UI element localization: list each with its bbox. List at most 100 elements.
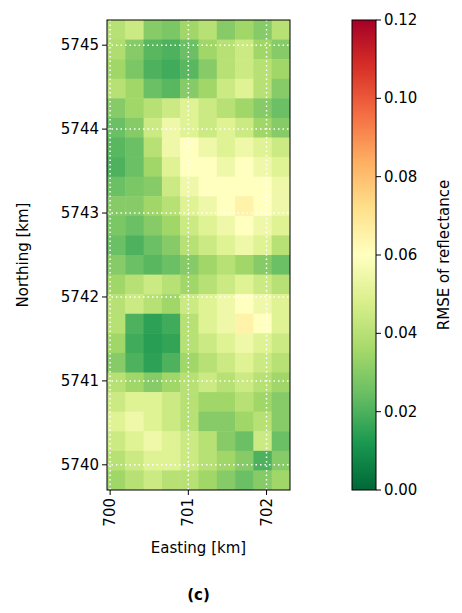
cell — [199, 40, 218, 60]
cell — [199, 157, 218, 177]
cell — [235, 216, 254, 236]
cell — [144, 157, 163, 177]
cell — [217, 98, 236, 118]
x-tick — [110, 490, 111, 495]
cell — [272, 79, 290, 99]
cell — [144, 470, 163, 490]
y-tick — [102, 296, 107, 297]
cell — [235, 431, 254, 451]
cell — [217, 333, 236, 353]
y-tick-label: 5740 — [61, 456, 99, 474]
cell — [180, 118, 199, 138]
cell — [199, 451, 218, 471]
cell — [125, 470, 144, 490]
cell — [253, 157, 272, 177]
cell — [199, 79, 218, 99]
cell — [144, 314, 163, 334]
cell — [180, 470, 199, 490]
cell — [107, 59, 126, 79]
cell — [162, 40, 181, 60]
cell — [162, 470, 181, 490]
cell — [235, 255, 254, 275]
cell — [180, 40, 199, 60]
colorbar-tick — [376, 333, 381, 334]
y-tick-label: 5741 — [61, 372, 99, 390]
cell — [235, 79, 254, 99]
cell — [199, 118, 218, 138]
cell — [199, 294, 218, 314]
cell — [162, 412, 181, 432]
cell — [217, 255, 236, 275]
colorbar-tick-label: 0.00 — [384, 481, 417, 499]
grid-line — [109, 20, 111, 490]
cell — [125, 255, 144, 275]
cell — [253, 353, 272, 373]
cell — [125, 431, 144, 451]
cell — [144, 59, 163, 79]
cell — [125, 373, 144, 393]
colorbar-tick-label: 0.12 — [384, 11, 417, 29]
cell — [217, 373, 236, 393]
grid-line — [107, 212, 290, 214]
cell — [125, 157, 144, 177]
cell — [272, 431, 290, 451]
cell — [199, 353, 218, 373]
cell — [253, 79, 272, 99]
cell — [180, 79, 199, 99]
cell — [144, 353, 163, 373]
cell — [199, 20, 218, 40]
cell — [235, 157, 254, 177]
grid-line — [107, 380, 290, 382]
cell — [180, 353, 199, 373]
y-tick-label: 5742 — [61, 288, 99, 306]
cell — [217, 20, 236, 40]
y-tick — [102, 380, 107, 381]
y-tick — [102, 129, 107, 130]
y-axis-title: Northing [km] — [14, 203, 32, 308]
cell — [144, 79, 163, 99]
cell — [253, 373, 272, 393]
colorbar-tick-label: 0.06 — [384, 246, 417, 264]
colorbar-tick — [376, 20, 381, 21]
heatmap-cells — [107, 20, 290, 490]
cell — [199, 216, 218, 236]
cell — [235, 59, 254, 79]
cell — [144, 98, 163, 118]
cell — [180, 59, 199, 79]
cell — [125, 275, 144, 295]
cell — [125, 333, 144, 353]
cell — [253, 20, 272, 40]
cell — [180, 177, 199, 197]
cell — [144, 373, 163, 393]
cell — [253, 255, 272, 275]
cell — [144, 412, 163, 432]
cell — [162, 98, 181, 118]
x-axis-title: Easting [km] — [151, 539, 246, 557]
cell — [253, 216, 272, 236]
cell — [199, 235, 218, 255]
cell — [162, 353, 181, 373]
cell — [253, 412, 272, 432]
cell — [235, 412, 254, 432]
cell — [144, 138, 163, 158]
grid-line — [107, 128, 290, 130]
cell — [235, 177, 254, 197]
cell — [199, 392, 218, 412]
colorbar — [352, 20, 376, 490]
cell — [199, 196, 218, 216]
cell — [235, 275, 254, 295]
cell — [162, 333, 181, 353]
x-tick — [188, 490, 189, 495]
cell — [125, 235, 144, 255]
cell — [235, 138, 254, 158]
y-tick-label: 5743 — [61, 204, 99, 222]
cell — [235, 118, 254, 138]
cell — [144, 275, 163, 295]
cell — [199, 470, 218, 490]
cell — [199, 98, 218, 118]
cell — [162, 255, 181, 275]
colorbar-tick-label: 0.08 — [384, 168, 417, 186]
cell — [144, 235, 163, 255]
cell — [272, 235, 290, 255]
colorbar-tick-label: 0.02 — [384, 403, 417, 421]
